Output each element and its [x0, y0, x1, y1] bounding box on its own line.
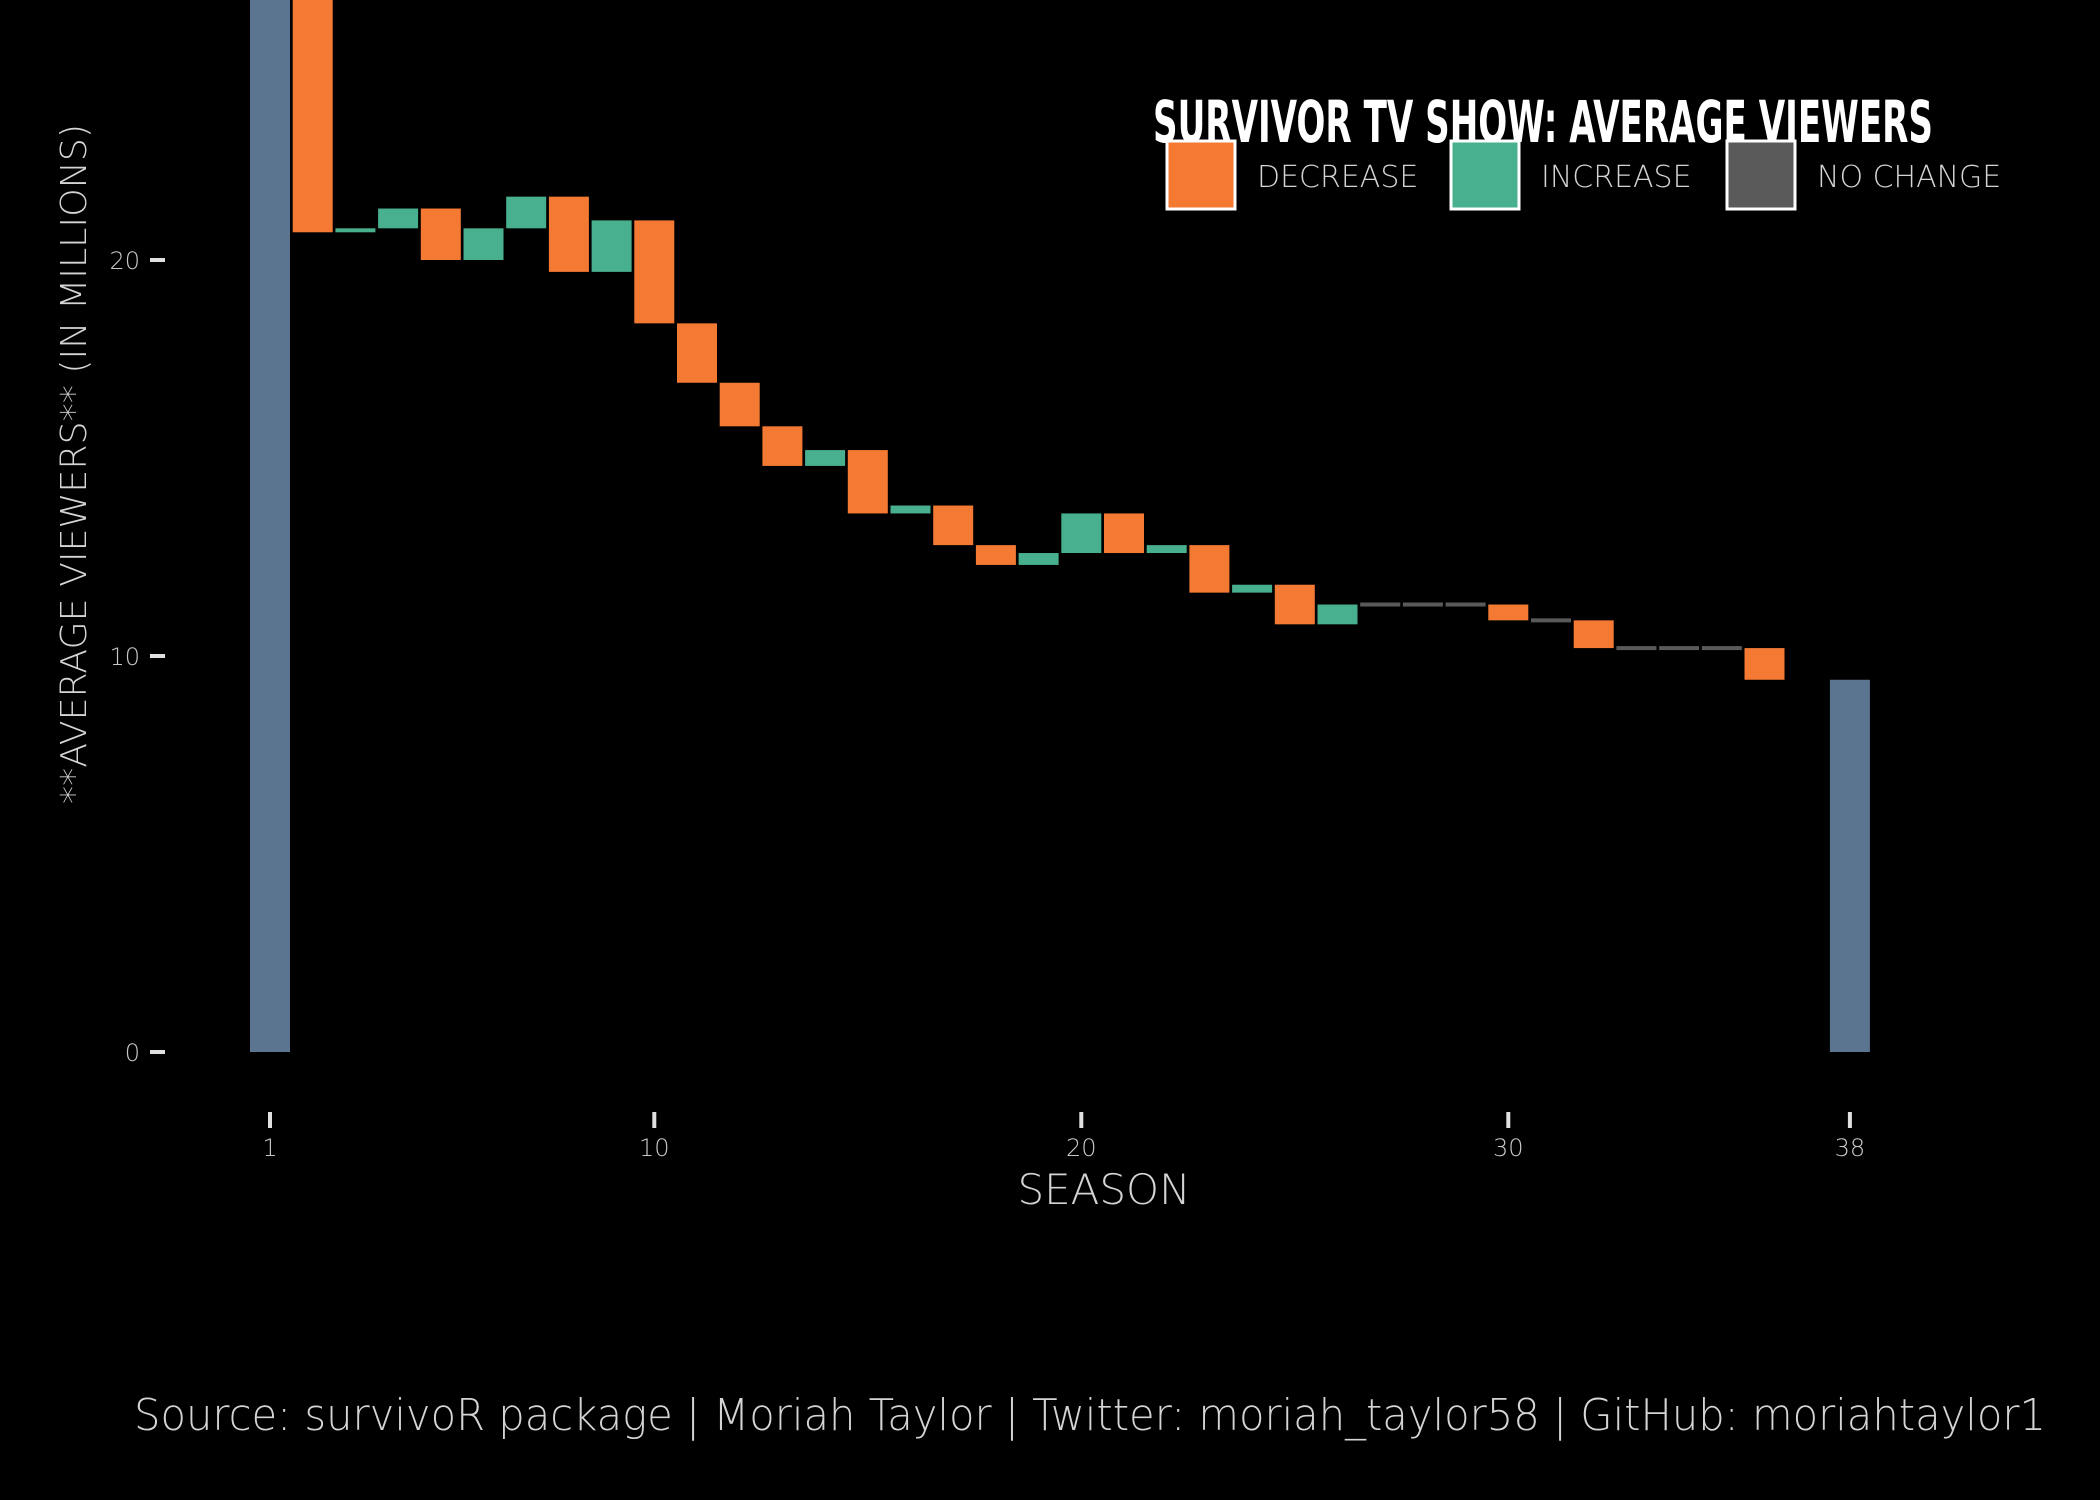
total-bar-season-1 — [250, 0, 290, 1052]
step-bar-season-6 — [463, 228, 504, 260]
step-bar-season-16 — [890, 505, 931, 514]
step-bar-season-21 — [1104, 513, 1144, 554]
total-bar-season-38 — [1829, 679, 1870, 1052]
legend-label-decrease: DECREASE — [1257, 160, 1418, 195]
step-bar-season-14 — [805, 450, 846, 466]
step-bar-season-35 — [1701, 646, 1742, 651]
step-bar-season-15 — [847, 450, 888, 514]
step-bar-season-20 — [1061, 513, 1102, 554]
x-tick-label-10: 10 — [639, 1134, 670, 1162]
legend-swatch-no-change — [1725, 139, 1797, 211]
legend: DECREASE INCREASE NO CHANGE — [1165, 139, 2001, 211]
step-bar-season-5 — [420, 208, 461, 260]
y-tick-label-20: 20 — [109, 247, 140, 275]
step-bar-season-7 — [506, 196, 547, 229]
step-bar-season-23 — [1189, 545, 1230, 593]
step-bar-season-34 — [1659, 646, 1700, 651]
step-bar-season-13 — [762, 426, 803, 466]
legend-swatch-decrease — [1165, 139, 1237, 211]
step-bar-season-10 — [634, 220, 675, 324]
step-bar-season-36 — [1744, 648, 1785, 680]
x-tick-label-38: 38 — [1835, 1134, 1866, 1162]
x-tick-label-1: 1 — [262, 1134, 277, 1162]
step-bar-season-30 — [1488, 604, 1529, 621]
chart-title: SURVIVOR TV SHOW: AVERAGE VIEWERS — [1153, 88, 1933, 156]
axes-layer: 0 10 20 1 10 20 30 38 — [109, 247, 1865, 1162]
step-bar-season-18 — [975, 545, 1016, 565]
legend-swatch-increase — [1449, 139, 1521, 211]
step-bar-season-22 — [1146, 545, 1187, 554]
step-bar-season-26 — [1317, 604, 1358, 625]
x-axis-title: SEASON — [1017, 1165, 1190, 1214]
step-bar-season-17 — [933, 505, 974, 546]
x-tick-label-30: 30 — [1493, 1134, 1524, 1162]
step-bar-season-25 — [1274, 584, 1315, 625]
step-bar-season-3 — [335, 228, 376, 233]
bars-layer — [250, 0, 1870, 1052]
step-bar-season-33 — [1616, 646, 1657, 651]
y-tick-label-0: 0 — [125, 1039, 140, 1067]
x-tick-label-20: 20 — [1066, 1134, 1097, 1162]
legend-label-increase: INCREASE — [1541, 160, 1692, 195]
step-bar-season-11 — [677, 323, 717, 383]
step-bar-season-29 — [1445, 602, 1486, 607]
step-bar-season-28 — [1402, 602, 1443, 607]
step-bar-season-31 — [1531, 618, 1571, 623]
step-bar-season-12 — [719, 382, 760, 427]
step-bar-season-32 — [1573, 620, 1614, 649]
step-bar-season-19 — [1018, 553, 1059, 565]
step-bar-season-27 — [1360, 602, 1401, 607]
step-bar-season-2 — [292, 0, 333, 233]
caption: Source: survivoR package | Moriah Taylor… — [134, 1390, 2046, 1441]
legend-label-no-change: NO CHANGE — [1817, 160, 2001, 195]
step-bar-season-4 — [378, 208, 419, 229]
y-axis-title: **AVERAGE VIEWERS** (IN MILLIONS) — [54, 124, 95, 804]
step-bar-season-9 — [591, 220, 632, 272]
y-tick-label-10: 10 — [109, 643, 140, 671]
step-bar-season-24 — [1232, 584, 1273, 593]
step-bar-season-8 — [548, 196, 589, 272]
